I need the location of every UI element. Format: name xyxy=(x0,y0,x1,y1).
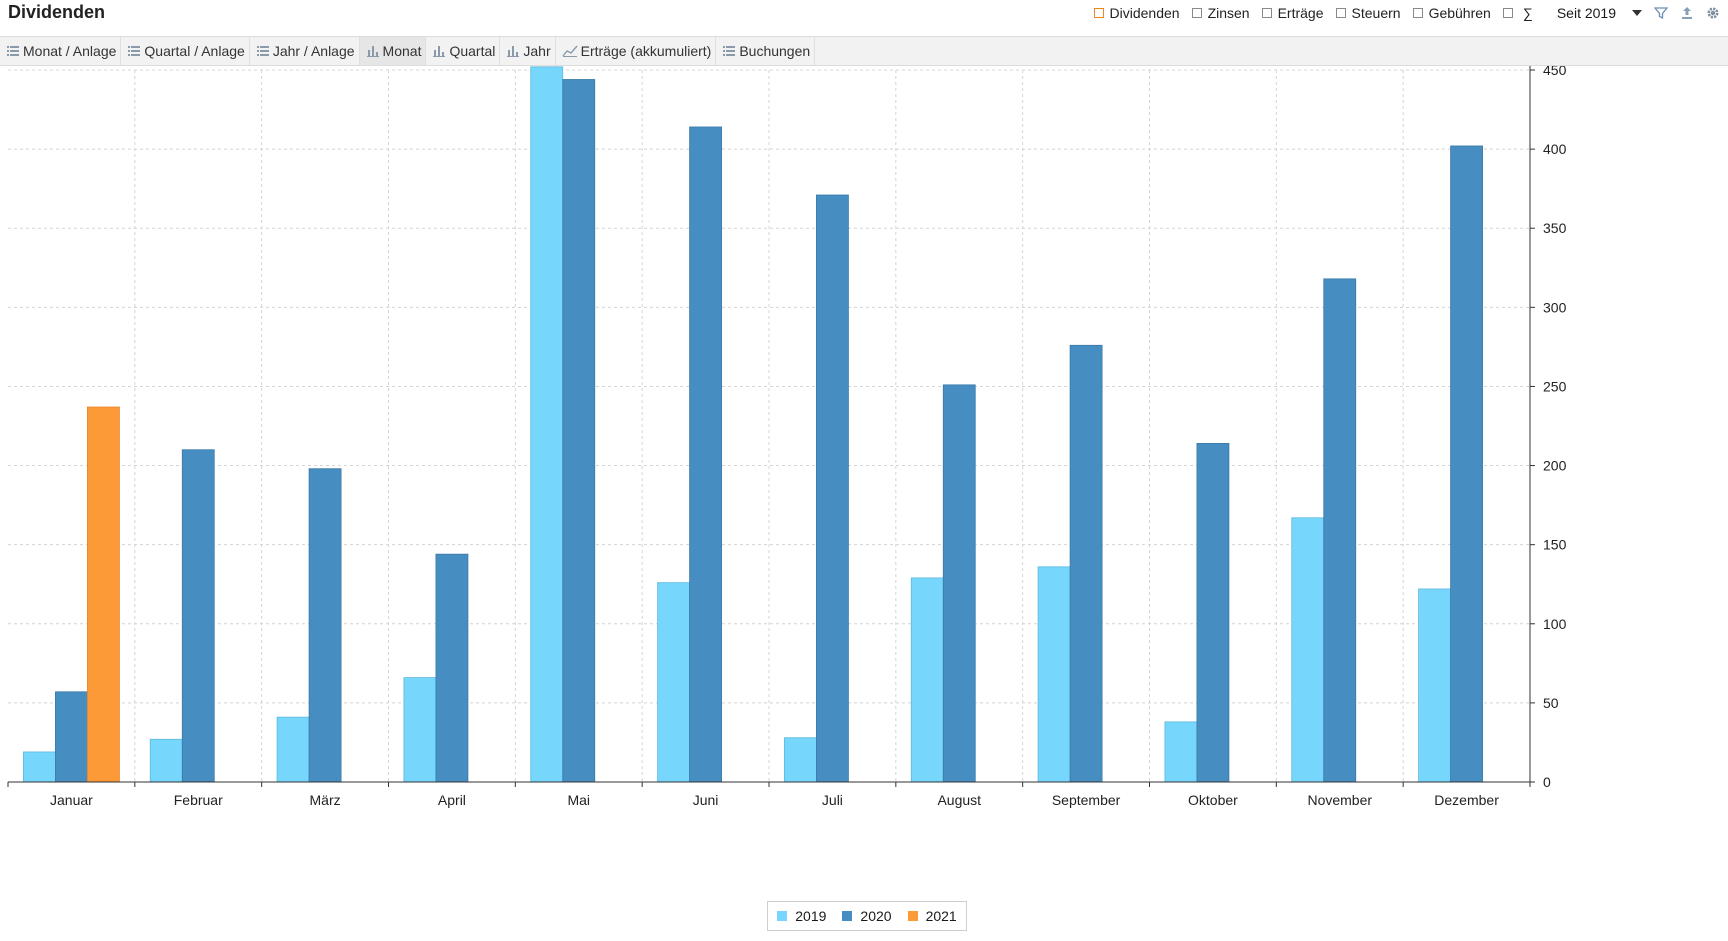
filter-icon[interactable] xyxy=(1654,6,1668,20)
list-icon xyxy=(723,46,736,56)
gear-icon[interactable] xyxy=(1706,6,1720,20)
bar-2019-august xyxy=(910,577,944,783)
y-tick-label: 50 xyxy=(1543,695,1559,711)
bar-chart-icon xyxy=(433,46,446,57)
tab-jahr-anlage[interactable]: Jahr / Anlage xyxy=(250,37,360,65)
x-tick-label: Oktober xyxy=(1188,792,1238,808)
period-dropdown[interactable]: Seit 2019 xyxy=(1557,5,1642,21)
legend-item-2019: 2019 xyxy=(777,908,826,924)
list-icon xyxy=(256,46,269,56)
tab-monat[interactable]: Monat xyxy=(359,37,427,65)
filter-ertraege[interactable]: Erträge xyxy=(1261,5,1324,21)
x-tick-label: September xyxy=(1052,792,1121,808)
bar-2021-januar xyxy=(87,406,120,783)
export-icon[interactable] xyxy=(1680,6,1694,20)
tab-monat-anlage[interactable]: Monat / Anlage xyxy=(0,37,122,65)
bar-2019-september xyxy=(1037,566,1071,783)
filter-bar: Dividenden Zinsen Erträge Steuern Gebühr… xyxy=(1082,5,1721,21)
chart-area: Januar Februar März April Mai Juni Juli August S… xyxy=(0,62,1728,936)
filter-zinsen[interactable]: Zinsen xyxy=(1191,5,1250,21)
x-tick-label: August xyxy=(937,792,981,808)
chart-legend: 2019 2020 2021 xyxy=(767,901,967,931)
x-tick-label: Mai xyxy=(567,792,590,808)
bar-2019-mai xyxy=(530,66,564,783)
bar-2020-juli xyxy=(816,194,849,783)
period-label: Seit 2019 xyxy=(1556,5,1616,21)
filter-steuern[interactable]: Steuern xyxy=(1335,5,1401,21)
checkbox-icon[interactable] xyxy=(1335,8,1346,18)
legend-item-2021: 2021 xyxy=(907,908,957,924)
page-title: Dividenden xyxy=(8,2,106,22)
title-bar: Dividenden Dividenden Zinsen Erträge Ste… xyxy=(0,0,1728,34)
bar-2019-juni xyxy=(657,582,690,783)
bar-2019-februar xyxy=(149,738,183,783)
view-tabs: Monat / Anlage Quartal / Anlage Jahr / A… xyxy=(0,36,1728,66)
checkbox-icon[interactable] xyxy=(1412,8,1423,18)
tab-quartal-anlage[interactable]: Quartal / Anlage xyxy=(121,37,250,65)
bar-2020-januar xyxy=(55,691,88,783)
x-tick-label: Juli xyxy=(822,792,843,808)
tab-ertraege-akkumuliert[interactable]: Erträge (akkumuliert) xyxy=(556,37,717,65)
y-tick-label: 100 xyxy=(1543,616,1567,632)
bar-chart-icon xyxy=(366,46,379,57)
y-tick-label: 250 xyxy=(1543,378,1567,394)
bar-2020-april xyxy=(435,553,469,783)
bar-2019-dezember xyxy=(1418,588,1451,783)
tab-quartal[interactable]: Quartal xyxy=(426,37,501,65)
y-tick-label: 200 xyxy=(1543,458,1567,474)
bar-2020-dezember xyxy=(1450,145,1483,783)
list-icon xyxy=(7,46,19,56)
x-tick-label: März xyxy=(310,792,341,808)
bar-2020-märz xyxy=(308,468,342,783)
line-chart-icon xyxy=(562,45,578,57)
filter-sum[interactable]: ∑ xyxy=(1502,5,1533,21)
legend-swatch xyxy=(842,911,853,921)
x-tick-label: Februar xyxy=(174,792,223,808)
bar-2019-april xyxy=(403,677,437,783)
bar-2019-januar xyxy=(23,751,56,783)
y-tick-label: 400 xyxy=(1543,141,1567,157)
legend-swatch xyxy=(907,911,918,921)
tab-jahr[interactable]: Jahr xyxy=(500,37,556,65)
chevron-down-icon[interactable] xyxy=(1632,10,1642,16)
bar-2020-september xyxy=(1069,344,1103,783)
y-tick-label: 450 xyxy=(1543,66,1567,78)
y-tick-label: 0 xyxy=(1543,774,1551,790)
filter-dividenden[interactable]: Dividenden xyxy=(1093,5,1180,21)
bar-2019-november xyxy=(1291,517,1325,783)
legend-swatch xyxy=(777,911,788,921)
x-tick-label: Juni xyxy=(693,792,719,808)
tab-buchungen[interactable]: Buchungen xyxy=(716,37,816,65)
filter-gebuehren[interactable]: Gebühren xyxy=(1412,5,1491,21)
bar-2020-juni xyxy=(689,126,722,783)
list-icon xyxy=(128,46,141,56)
checkbox-icon[interactable] xyxy=(1261,8,1272,18)
bar-2019-juli xyxy=(784,737,817,783)
y-tick-label: 350 xyxy=(1543,220,1567,236)
bar-chart-icon xyxy=(507,46,520,57)
y-tick-label: 150 xyxy=(1543,537,1567,553)
x-tick-label: Januar xyxy=(50,792,93,808)
x-tick-label: April xyxy=(438,792,466,808)
x-tick-label: Dezember xyxy=(1434,792,1499,808)
bar-2020-februar xyxy=(181,449,215,783)
bar-2019-märz xyxy=(276,716,310,783)
bar-2020-mai xyxy=(562,79,596,783)
legend-item-2020: 2020 xyxy=(842,908,892,924)
bar-2019-oktober xyxy=(1164,721,1198,783)
checkbox-icon[interactable] xyxy=(1502,8,1513,18)
checkbox-icon[interactable] xyxy=(1191,8,1202,18)
sum-icon: ∑ xyxy=(1522,5,1533,21)
x-tick-label: November xyxy=(1307,792,1372,808)
bar-2020-august xyxy=(942,384,976,783)
dividend-bar-chart: Januar Februar März April Mai Juni Juli August S… xyxy=(7,62,1567,808)
checkbox-icon[interactable] xyxy=(1093,8,1104,18)
y-tick-label: 300 xyxy=(1543,299,1567,315)
bar-2020-oktober xyxy=(1196,443,1230,783)
bar-2020-november xyxy=(1323,278,1357,783)
